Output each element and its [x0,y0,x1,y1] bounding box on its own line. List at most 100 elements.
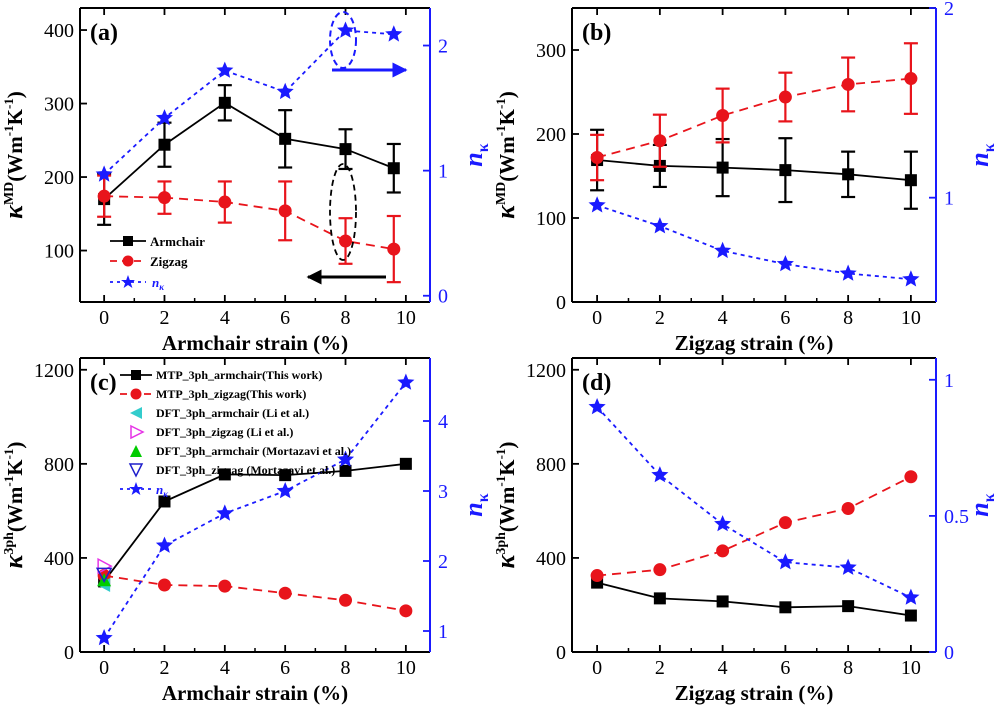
x-tick-label: 0 [592,657,602,679]
panel-label: (a) [90,20,118,46]
y-right-tick-label: 1 [944,370,954,392]
legend-c-marker-3 [130,424,145,440]
data-point [590,569,604,583]
data-point [279,469,292,482]
data-point [651,466,669,483]
legend-a-label-armchair: Armchair [150,234,205,249]
data-point [155,109,173,126]
series-0 [591,576,917,622]
series-line [596,406,912,599]
y-tick-label: 100 [536,208,566,230]
series-line [597,475,912,577]
y-right-tick-label: 3 [438,481,448,503]
legend-c-marker-1 [130,388,142,400]
x-tick-label: 4 [718,657,728,679]
y-tick-label: 200 [44,167,74,189]
y-right-tick-label: 2 [944,0,954,20]
data-point [779,164,792,177]
data-point [276,82,294,100]
y-right-axis-label: nκ [459,493,492,516]
legend-c-label-0: MTP_3ph_armchair(This work) [156,368,322,382]
data-point [155,536,173,553]
data-point [339,143,352,156]
legend-c-label-1: MTP_3ph_zigzag(This work) [156,387,306,401]
data-point [339,464,352,477]
panel-label: (c) [90,370,117,396]
data-point [653,592,666,605]
x-tick-label: 4 [220,657,230,679]
x-axis-label: Zigzag strain (%) [675,681,834,705]
data-point [904,174,917,187]
legend-a: Armchair Zigzag nκ [110,234,205,292]
legend-c-label-4: DFT_3ph_armchair (Mortazavi et al.) [156,444,351,458]
x-tick-label: 8 [341,657,351,679]
x-tick-label: 0 [592,307,602,329]
y-right-tick-label: 4 [438,411,448,433]
y-tick-label: 0 [556,642,566,664]
data-point [714,515,732,532]
series-2 [95,21,403,182]
data-point [716,544,730,558]
data-point [337,450,355,467]
data-point [397,373,415,390]
y-right-tick-label: 1 [438,621,448,643]
legend-a-label-nk: nκ [152,275,164,292]
data-point [278,204,292,218]
data-point [95,165,113,182]
data-point [588,398,606,415]
data-point [278,586,292,600]
highlight-ellipse-nk [329,11,357,69]
data-point [276,482,294,499]
data-point [387,162,400,175]
data-point [779,601,792,614]
y-right-axis-label: nκ [965,493,998,516]
series-0 [98,457,412,588]
legend-c-marker-6 [129,482,143,495]
data-point [218,579,232,593]
y-right-axis-label: nκ [965,143,998,166]
legend-c-marker-2 [130,407,142,419]
series-2 [588,196,920,287]
legend-a-marker-armchair [123,236,133,246]
y-right-tick-label: 0 [438,286,448,308]
y-axis-label: κMD(Wm-1K-1) [0,91,28,219]
data-point [95,629,113,646]
data-point [216,61,234,78]
data-point [158,138,171,151]
series-1 [97,174,401,284]
y-tick-label: 200 [536,124,566,146]
series-line [103,381,407,639]
series-1 [97,569,413,618]
x-tick-label: 2 [655,307,665,329]
data-point [778,516,792,530]
series-line [596,581,912,617]
y-right-tick-label: 0.5 [944,506,969,528]
data-point [653,563,667,577]
data-point [842,168,855,181]
y-tick-label: 1200 [34,360,74,382]
y-tick-label: 800 [536,454,566,476]
x-tick-label: 10 [901,307,921,329]
panel-d: 0 2 4 6 8 10 0 400 800 1200 0 0.5 1 (d) Zigzag strain … [491,357,998,705]
data-point [776,255,794,272]
x-tick-label: 10 [396,307,416,329]
x-tick-label: 8 [341,307,351,329]
series-3 [97,557,113,575]
data-point [218,96,231,109]
data-point [339,234,353,248]
data-point [841,77,855,91]
y-tick-label: 800 [44,454,74,476]
x-tick-label: 6 [780,657,790,679]
y-right-tick-label: 1 [438,161,448,183]
data-point [651,217,669,234]
x-tick-label: 6 [280,657,290,679]
data-point [904,470,918,484]
data-point [841,502,855,516]
data-point [716,161,729,174]
legend-a-label-zigzag: Zigzag [150,254,188,269]
data-point [387,242,401,256]
legend-a-marker-nk [121,275,135,288]
data-point [842,600,855,613]
data-point [339,593,353,607]
